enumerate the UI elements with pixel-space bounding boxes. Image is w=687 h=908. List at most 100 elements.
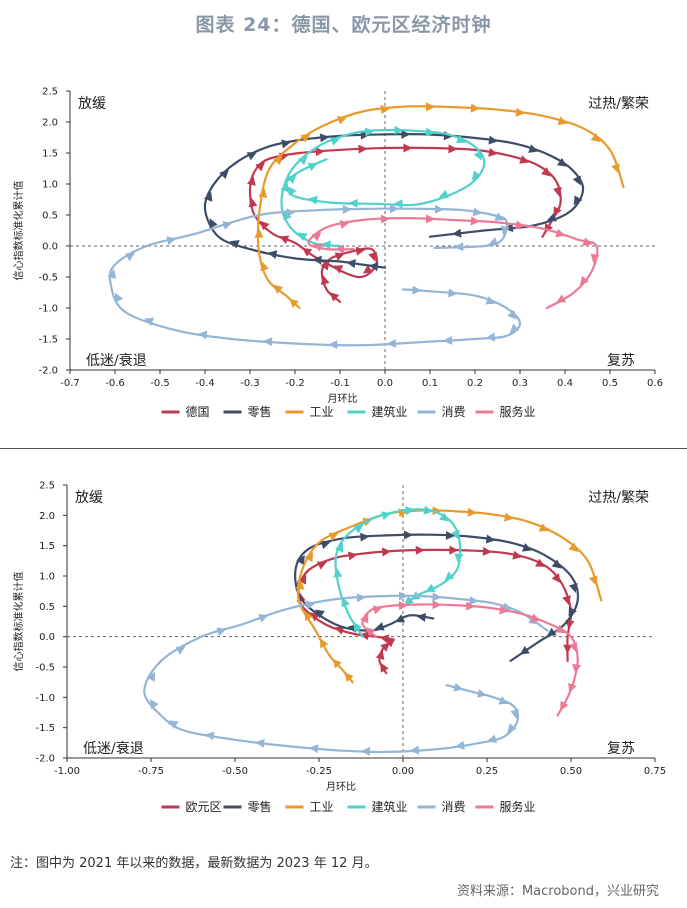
series-point-arrow (335, 244, 344, 254)
series-point-arrow (499, 605, 509, 615)
y-tick-label: 0.0 (39, 632, 55, 643)
series-point-arrow (487, 734, 497, 744)
series-point-arrow (360, 613, 369, 624)
series-point-arrow (473, 150, 482, 161)
legend-label: 消费 (442, 405, 466, 419)
series-line-2 (256, 105, 625, 310)
series-point-arrow (309, 744, 319, 754)
series-point-arrow (470, 103, 480, 113)
series-point-arrow (555, 624, 566, 634)
series-point-arrow (146, 671, 156, 682)
series-point-arrow (572, 663, 582, 674)
series-point-arrow (263, 337, 273, 347)
series-point-arrow (454, 553, 464, 563)
series-point-arrow (485, 296, 496, 305)
series-point-arrow (568, 682, 577, 693)
series-point-arrow (125, 252, 136, 262)
series-point-arrow (320, 540, 331, 549)
series-point-arrow (425, 127, 435, 137)
series-point-arrow (302, 247, 313, 257)
x-tick-label: 0.25 (476, 766, 498, 777)
series-point-arrow (485, 534, 496, 544)
series-point-arrow (114, 292, 124, 303)
series-point-arrow (538, 523, 549, 532)
legend-label: 消费 (442, 800, 466, 814)
series-point-arrow (494, 212, 505, 221)
x-tick-label: 0.5 (602, 378, 618, 389)
series-point-arrow (444, 571, 455, 581)
series-point-arrow (381, 511, 392, 521)
series-point-arrow (312, 255, 322, 265)
series-point-arrow (546, 627, 557, 637)
series-point-arrow (395, 614, 406, 623)
series-point-arrow (455, 740, 465, 750)
series-point-arrow (432, 592, 442, 602)
series-point-arrow (260, 220, 270, 231)
series-point-arrow (519, 155, 530, 164)
series-point-arrow (203, 191, 213, 202)
series-point-arrow (416, 612, 427, 622)
quadrant-label-top-left: 放缓 (75, 490, 103, 506)
series-point-arrow (333, 265, 344, 274)
series-point-arrow (432, 506, 442, 516)
legend-label: 工业 (310, 800, 334, 814)
y-tick-label: 2.0 (39, 511, 55, 522)
series-point-arrow (364, 127, 375, 137)
y-tick-label: 2.0 (42, 118, 58, 129)
series-point-arrow (197, 330, 208, 340)
series-point-arrow (477, 688, 487, 698)
legend-label: 建筑业 (372, 799, 408, 814)
series-point-arrow (254, 228, 264, 238)
series-point-arrow (386, 338, 397, 348)
series-point-arrow (216, 627, 227, 637)
y-tick-label: -1.5 (35, 723, 55, 734)
quadrant-label-bottom-left: 低迷/衰退 (86, 352, 147, 369)
series-point-arrow (342, 204, 352, 214)
series-point-arrow (590, 132, 601, 143)
y-tick-label: 2.5 (39, 481, 55, 492)
x-tick-label: 0.00 (392, 766, 414, 777)
quadrant-label-top-left: 放缓 (78, 96, 106, 112)
series-line-4 (108, 207, 522, 347)
series-point-arrow (398, 601, 408, 611)
y-tick-label: 1.5 (39, 541, 55, 552)
series-point-arrow (372, 605, 383, 615)
series-point-arrow (295, 580, 305, 590)
series-point-arrow (229, 240, 240, 249)
legend-label: 工业 (310, 405, 334, 419)
series-point-arrow (568, 606, 577, 617)
series-point-arrow (465, 601, 476, 611)
quadrant-label-bottom-right: 复苏 (607, 352, 635, 369)
series-point-arrow (500, 225, 510, 236)
source-note: 资料来源：Macrobond，兴业研究 (456, 884, 659, 899)
legend-label: 欧元区 (186, 800, 222, 814)
series-point-arrow (454, 242, 464, 252)
series-point-arrow (355, 246, 366, 256)
x-tick-label: 0.6 (647, 378, 663, 389)
series-point-arrow (560, 700, 569, 711)
series-point-arrow (329, 292, 340, 302)
series-point-arrow (572, 175, 581, 186)
series-point-arrow (287, 186, 297, 197)
series-point-arrow (319, 133, 330, 143)
series-point-arrow (394, 125, 404, 135)
series-point-arrow (334, 626, 345, 635)
series-line-4 (143, 594, 549, 754)
series-point-arrow (425, 102, 435, 112)
series-point-arrow (568, 542, 579, 553)
series-point-arrow (582, 237, 593, 246)
x-tick-label: -0.75 (138, 766, 164, 777)
series-point-arrow (412, 285, 422, 295)
x-axis-label: 月环比 (328, 393, 358, 405)
series-point-arrow (546, 213, 557, 222)
series-point-arrow (346, 259, 356, 269)
series-point-arrow (280, 182, 290, 193)
series-point-arrow (362, 264, 373, 274)
y-axis-label: 信心指数标准化累计值 (12, 181, 25, 281)
series-point-arrow (512, 550, 523, 560)
series-point-arrow (273, 155, 283, 166)
series-point-arrow (289, 298, 299, 308)
series-point-arrow (209, 218, 218, 229)
x-tick-label: -0.4 (195, 378, 215, 389)
series-point-arrow (307, 162, 318, 172)
